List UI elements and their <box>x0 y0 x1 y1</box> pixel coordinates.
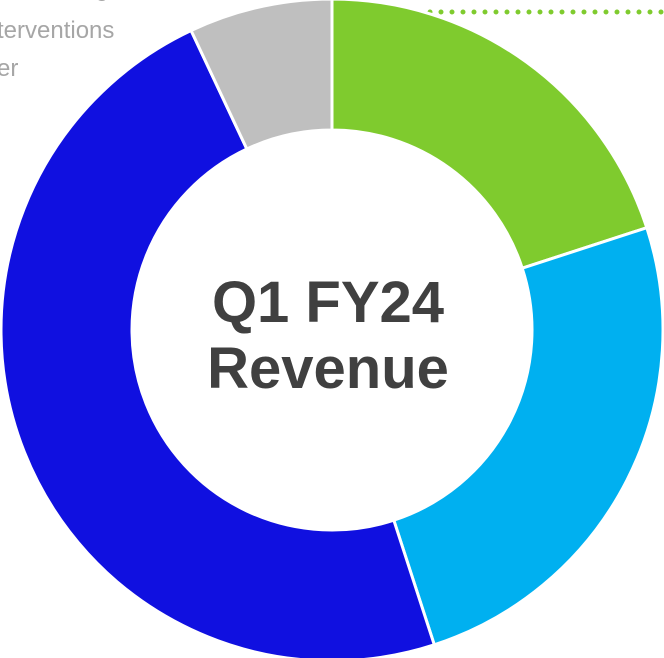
annotation: nitoring <box>30 0 109 2</box>
donut-segment <box>330 0 649 271</box>
annotation: terventions <box>0 17 114 44</box>
donut-segment <box>391 225 664 647</box>
center-label: Revenue <box>207 336 449 401</box>
center-label: Q1 FY24 <box>212 270 444 335</box>
donut-segment <box>189 0 334 152</box>
donut-segment <box>0 28 437 658</box>
annotation: er <box>0 55 18 82</box>
